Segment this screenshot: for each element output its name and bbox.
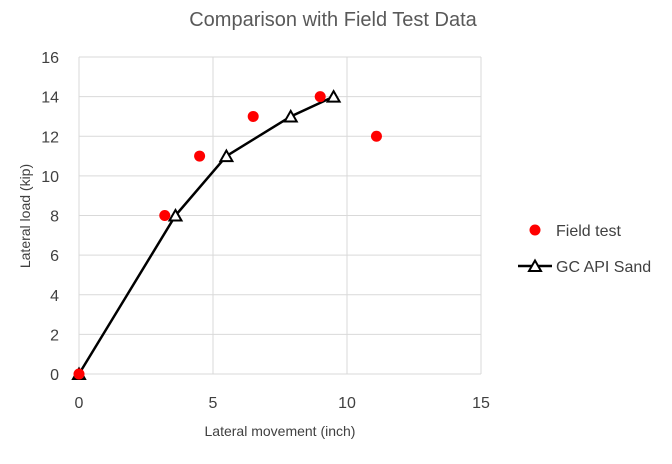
x-tick-label: 0 xyxy=(75,395,84,412)
x-tick-label: 10 xyxy=(338,395,356,412)
chart-title: Comparison with Field Test Data xyxy=(189,9,477,31)
y-axis-label: Lateral load (kip) xyxy=(17,164,33,268)
gridlines xyxy=(78,56,482,375)
y-tick-label: 10 xyxy=(41,169,59,186)
legend-gc-api-sand-label: GC API Sand xyxy=(556,259,651,276)
gc-api-sand-point xyxy=(167,207,184,222)
gc-api-sand-point xyxy=(282,108,299,123)
field-test-point xyxy=(73,368,85,380)
gc-api-sand-line xyxy=(77,95,335,375)
gc-api-sand-point xyxy=(218,148,235,163)
field-test-point xyxy=(159,210,171,221)
y-axis-ticks: 0 2 4 6 8 10 12 14 16 xyxy=(41,50,59,384)
y-tick-label: 2 xyxy=(50,327,59,344)
x-axis-ticks: 0 5 10 15 xyxy=(75,395,490,412)
x-tick-label: 5 xyxy=(209,395,218,412)
y-tick-label: 6 xyxy=(50,248,59,265)
legend-gc-api-sand-marker xyxy=(527,258,543,272)
legend: Field test GC API Sand xyxy=(518,223,651,276)
y-tick-label: 12 xyxy=(41,129,59,146)
field-test-point xyxy=(247,110,259,122)
x-tick-label: 15 xyxy=(472,395,490,412)
y-tick-label: 16 xyxy=(41,50,59,67)
y-tick-label: 0 xyxy=(50,367,59,384)
y-tick-label: 14 xyxy=(41,90,59,107)
field-test-point xyxy=(370,130,382,142)
legend-field-test-marker xyxy=(529,224,541,236)
gc-api-sand-point xyxy=(325,89,342,103)
x-axis-label: Lateral movement (inch) xyxy=(205,423,356,439)
legend-field-test-label: Field test xyxy=(556,223,621,240)
gc-api-sand-series xyxy=(71,89,342,380)
field-test-series xyxy=(73,91,382,380)
field-test-point xyxy=(194,150,206,162)
y-tick-label: 4 xyxy=(50,288,59,305)
field-test-point xyxy=(314,91,326,103)
y-tick-label: 8 xyxy=(50,209,59,226)
